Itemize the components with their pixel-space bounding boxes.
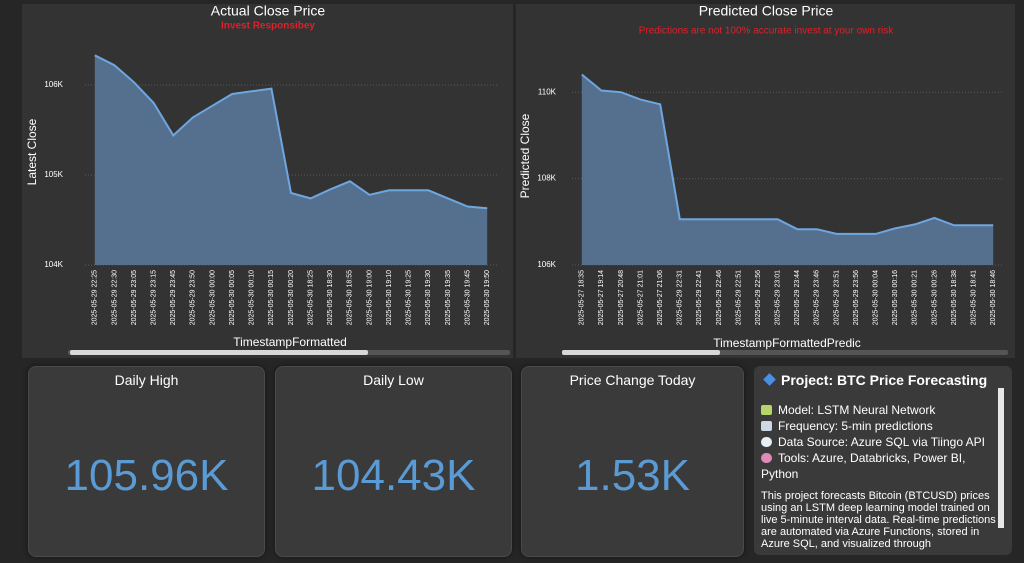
area-fill [581, 74, 994, 265]
x-tick-label: 2025-05-27 20:48 [618, 270, 625, 325]
card-title: Daily High [114, 372, 179, 388]
project-description: This project forecasts Bitcoin (BTCUSD) … [761, 490, 996, 550]
x-tick-label: 2025-05-30 18:46 [990, 270, 997, 325]
project-item: Frequency: 5-min predictions [761, 418, 1001, 434]
x-tick-label: 2025-05-30 00:10 [249, 270, 256, 325]
x-tick-label: 2025-05-29 23:01 [775, 270, 782, 325]
x-tick-label: 2025-05-29 23:45 [170, 270, 177, 325]
y-tick-label: 106K [44, 80, 63, 89]
x-tick-label: 2025-05-30 00:05 [229, 270, 236, 325]
x-tick-label: 2025-05-29 23:46 [814, 270, 821, 325]
x-tick-label: 2025-05-29 23:44 [794, 270, 801, 325]
scrollbar[interactable] [70, 350, 368, 355]
x-tick-label: 2025-05-30 18:25 [307, 270, 314, 325]
y-tick-label: 110K [538, 87, 557, 96]
x-axis-label: TimestampFormatted [233, 335, 347, 349]
x-tick-label: 2025-05-29 23:50 [190, 270, 197, 325]
area-line [581, 73, 994, 235]
kpi-card: Daily High 105.96K [28, 366, 265, 557]
project-title-text: Project: BTC Price Forecasting [781, 372, 988, 388]
x-tick-label: 2025-05-29 22:51 [735, 270, 742, 325]
x-tick-label: 2025-05-27 21:06 [657, 270, 664, 325]
project-panel: Project: BTC Price Forecasting Model: LS… [754, 366, 1012, 555]
item-text: Data Source: Azure SQL via Tiingo API [778, 435, 985, 449]
x-tick-label: 2025-05-29 22:56 [755, 270, 762, 325]
card-value: 104.43K [311, 451, 476, 500]
x-tick-label: 2025-05-30 19:50 [484, 270, 491, 325]
y-axis-label: Latest Close [25, 118, 39, 185]
x-tick-label: 2025-05-29 23:05 [131, 270, 138, 325]
x-tick-label: 2025-05-29 23:56 [853, 270, 860, 325]
project-items: Model: LSTM Neural Network Frequency: 5-… [761, 402, 1001, 482]
area-line [94, 54, 488, 210]
project-item: Model: LSTM Neural Network [761, 402, 1001, 418]
x-tick-label: 2025-05-29 22:46 [716, 270, 723, 325]
x-tick-label: 2025-05-30 00:04 [873, 270, 880, 325]
chart-title: Actual Close Price [211, 3, 326, 19]
x-tick-label: 2025-05-29 22:30 [111, 270, 118, 325]
card-title: Daily Low [363, 372, 424, 388]
area-fill [94, 55, 488, 265]
x-tick-label: 2025-05-30 19:25 [406, 270, 413, 325]
item-text: Model: LSTM Neural Network [778, 403, 936, 417]
x-tick-label: 2025-05-27 19:14 [598, 270, 605, 325]
y-tick-label: 106K [537, 260, 556, 269]
x-axis-label: TimestampFormattedPredic [713, 336, 861, 350]
x-tick-label: 2025-05-30 19:45 [464, 270, 471, 325]
x-tick-label: 2025-05-30 19:00 [366, 270, 373, 325]
x-tick-label: 2025-05-27 18:35 [579, 270, 586, 325]
x-tick-label: 2025-05-30 00:16 [892, 270, 899, 325]
chart-title: Predicted Close Price [699, 3, 834, 19]
x-tick-label: 2025-05-30 18:30 [327, 270, 334, 325]
item-text: Tools: Azure, Databricks, Power BI, Pyth… [761, 451, 966, 481]
card-value: 105.96K [64, 451, 229, 500]
x-tick-label: 2025-05-30 19:35 [445, 270, 452, 325]
chart-subtitle: Invest Responsibey [221, 21, 315, 32]
x-tick-label: 2025-05-29 22:41 [696, 270, 703, 325]
project-item: Tools: Azure, Databricks, Power BI, Pyth… [761, 450, 1001, 482]
x-tick-label: 2025-05-30 00:15 [268, 270, 275, 325]
y-axis-label: Predicted Close [518, 113, 532, 198]
x-tick-label: 2025-05-27 21:01 [637, 270, 644, 325]
x-tick-label: 2025-05-29 22:25 [92, 270, 99, 325]
x-tick-label: 2025-05-30 19:30 [425, 270, 432, 325]
card-value: 1.53K [575, 451, 690, 500]
y-tick-label: 104K [44, 260, 63, 269]
x-tick-label: 2025-05-30 00:00 [209, 270, 216, 325]
x-tick-label: 2025-05-30 00:20 [288, 270, 295, 325]
item-text: Frequency: 5-min predictions [778, 419, 933, 433]
x-tick-label: 2025-05-30 19:10 [386, 270, 393, 325]
x-tick-label: 2025-05-29 23:51 [833, 270, 840, 325]
x-tick-label: 2025-05-30 18:38 [951, 270, 958, 325]
project-item: Data Source: Azure SQL via Tiingo API [761, 434, 1001, 450]
project-title: Project: BTC Price Forecasting [762, 372, 987, 388]
x-tick-label: 2025-05-30 18:55 [347, 270, 354, 325]
x-tick-label: 2025-05-30 00:26 [931, 270, 938, 325]
y-tick-label: 108K [537, 174, 556, 183]
x-tick-label: 2025-05-30 00:21 [912, 270, 919, 325]
kpi-card: Price Change Today 1.53K [521, 366, 744, 557]
x-tick-label: 2025-05-29 22:31 [677, 270, 684, 325]
card-title: Price Change Today [569, 372, 696, 388]
scrollbar[interactable] [998, 388, 1004, 528]
scrollbar[interactable] [562, 350, 720, 355]
y-tick-label: 105K [44, 170, 63, 179]
x-tick-label: 2025-05-29 23:15 [151, 270, 158, 325]
x-tick-label: 2025-05-30 18:41 [970, 270, 977, 325]
chart-subtitle: Predictions are not 100% accurate invest… [639, 26, 895, 37]
kpi-card: Daily Low 104.43K [275, 366, 512, 557]
